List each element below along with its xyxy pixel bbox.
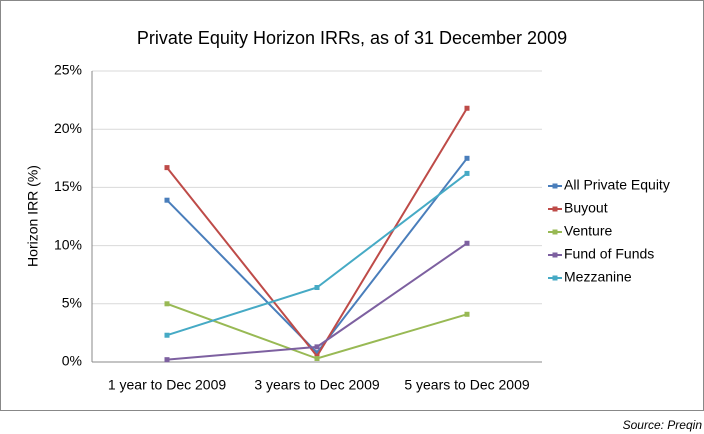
marker	[314, 285, 320, 291]
marker	[464, 170, 470, 176]
x-tick-label: 3 years to Dec 2009	[254, 377, 380, 393]
source-note: Source: Preqin	[623, 418, 703, 432]
legend-marker	[552, 275, 558, 281]
legend-marker	[552, 183, 558, 189]
marker	[464, 240, 470, 246]
marker	[164, 197, 170, 203]
marker	[314, 356, 320, 362]
marker	[314, 344, 320, 350]
y-tick-label: 20%	[54, 120, 82, 136]
y-tick-label: 10%	[54, 236, 82, 252]
y-tick-label: 25%	[54, 62, 82, 78]
legend-label: Buyout	[564, 200, 608, 216]
legend-label: Venture	[564, 223, 612, 239]
marker	[164, 165, 170, 171]
x-tick-label: 1 year to Dec 2009	[108, 377, 227, 393]
legend-marker	[552, 229, 558, 235]
y-tick-label: 15%	[54, 178, 82, 194]
chart-title: Private Equity Horizon IRRs, as of 31 De…	[137, 28, 567, 48]
legend-label: Fund of Funds	[564, 246, 654, 262]
legend-marker	[552, 252, 558, 258]
marker	[464, 311, 470, 317]
marker	[164, 301, 170, 307]
x-tick-label: 5 years to Dec 2009	[404, 377, 530, 393]
y-tick-label: 0%	[62, 353, 82, 369]
legend-label: All Private Equity	[564, 177, 670, 193]
y-tick-label: 5%	[62, 295, 82, 311]
marker	[314, 350, 320, 356]
marker	[164, 357, 170, 363]
marker	[464, 155, 470, 161]
marker	[164, 332, 170, 338]
chart-border	[0, 0, 704, 411]
legend-marker	[552, 206, 558, 212]
legend-label: Mezzanine	[564, 269, 632, 285]
y-axis-label: Horizon IRR (%)	[25, 165, 41, 267]
marker	[464, 105, 470, 111]
